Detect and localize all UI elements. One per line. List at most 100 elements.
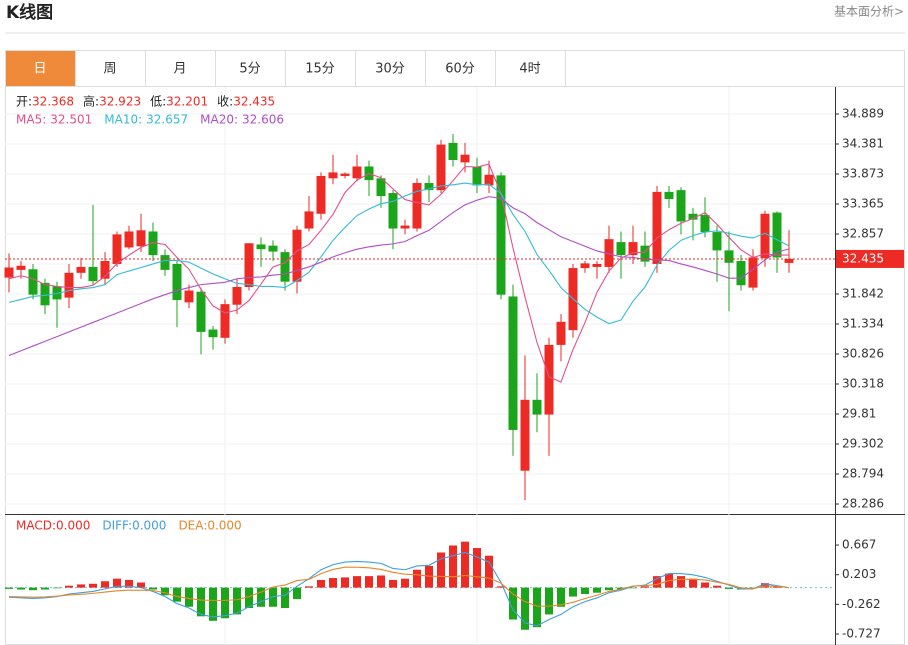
- candle-body: [88, 266, 98, 282]
- tab-label[interactable]: 月: [173, 62, 186, 77]
- candle-body: [316, 175, 326, 214]
- last-price-tag: [836, 249, 904, 268]
- candle-body: [208, 329, 218, 338]
- legend-text: 0.000: [56, 519, 90, 533]
- y-tick-label: 31.842: [842, 286, 884, 300]
- macd-bar: [365, 576, 373, 588]
- candle-body: [712, 232, 722, 251]
- legend-text: DIFF:: [102, 519, 132, 533]
- tab-label[interactable]: 60分: [445, 62, 475, 77]
- macd-bar: [341, 577, 349, 588]
- tab[interactable]: [285, 50, 356, 87]
- macd-bar: [293, 587, 301, 600]
- last-price-label: 32.435: [842, 251, 884, 265]
- macd-bar: [533, 587, 541, 628]
- candle-body: [592, 263, 602, 267]
- candle-body: [244, 243, 254, 288]
- candle-body: [388, 193, 398, 229]
- legend-text: 32.606: [242, 113, 284, 127]
- y-tick-label: 34.381: [842, 136, 884, 150]
- candle-body: [628, 242, 638, 256]
- macd-bar: [449, 545, 457, 588]
- candle-body: [760, 213, 770, 259]
- tab[interactable]: [145, 50, 216, 87]
- macd-bar: [701, 582, 709, 588]
- legend-text: 0.000: [132, 519, 166, 533]
- tab[interactable]: [5, 50, 76, 87]
- candle-body: [556, 321, 566, 345]
- page-title: K线图: [6, 2, 53, 23]
- candle-body: [400, 225, 410, 229]
- legend-text: MA10:: [104, 113, 142, 127]
- macd-bar: [413, 569, 421, 588]
- macd-bar: [773, 586, 781, 588]
- legend-text: 32.657: [146, 113, 188, 127]
- macd-bar: [377, 575, 385, 588]
- macd-bar: [425, 565, 433, 588]
- candle-body: [184, 290, 194, 303]
- y-tick-label: 31.334: [842, 316, 884, 330]
- candle-body: [52, 286, 62, 300]
- candle-body: [376, 178, 386, 197]
- macd-bar: [725, 587, 733, 589]
- y-tick-label: 34.889: [842, 106, 884, 120]
- macd-bar: [245, 587, 253, 609]
- macd-bar: [545, 587, 553, 615]
- tab-label[interactable]: 4时: [519, 62, 540, 77]
- candle-body: [484, 174, 494, 186]
- analysis-link[interactable]: 基本面分析>: [834, 5, 904, 19]
- macd-bar: [41, 587, 49, 590]
- legend-text: 低:: [150, 95, 166, 109]
- y-tick-label: -0.262: [842, 597, 881, 611]
- macd-bar: [269, 587, 277, 607]
- candle-body: [328, 172, 338, 179]
- legend-text: MA20:: [200, 113, 238, 127]
- macd-bar: [29, 587, 37, 591]
- tab-label[interactable]: 30分: [375, 62, 405, 77]
- candle-body: [220, 304, 230, 338]
- candle-body: [460, 154, 470, 163]
- tab-label[interactable]: 5分: [239, 62, 260, 77]
- tab[interactable]: [75, 50, 146, 87]
- tab-label[interactable]: 15分: [305, 62, 335, 77]
- macd-bar: [653, 576, 661, 588]
- macd-bar: [17, 587, 25, 590]
- macd-bar: [113, 578, 121, 588]
- tab-label[interactable]: 周: [103, 62, 116, 77]
- candle-body: [256, 244, 266, 250]
- tab-label[interactable]: 日: [33, 62, 46, 77]
- macd-bar: [461, 541, 469, 588]
- candle-body: [448, 142, 458, 161]
- ma-line: [8, 163, 790, 383]
- macd-bar: [125, 579, 133, 588]
- candle-body: [784, 258, 794, 263]
- y-tick-label: 29.81: [842, 406, 876, 420]
- candle-body: [544, 344, 554, 415]
- macd-bar: [173, 587, 181, 602]
- macd-bar: [629, 587, 637, 589]
- legend-text: MA5:: [16, 113, 46, 127]
- macd-bar: [689, 578, 697, 588]
- macd-bar: [137, 582, 145, 588]
- candle-body: [160, 255, 170, 270]
- candle-body: [580, 263, 590, 269]
- y-tick-label: 28.794: [842, 467, 884, 481]
- macd-bar: [305, 586, 313, 588]
- legend-text: 开:: [16, 95, 32, 109]
- legend-text: 32.923: [99, 95, 141, 109]
- candle-body: [724, 250, 734, 263]
- legend-text: 0.000: [207, 519, 241, 533]
- candle-body: [280, 252, 290, 282]
- macd-bar: [581, 587, 589, 594]
- candle-body: [652, 191, 662, 264]
- macd-bar: [437, 552, 445, 588]
- candle-body: [64, 272, 74, 298]
- tab[interactable]: [495, 50, 566, 87]
- y-tick-label: 30.318: [842, 376, 884, 390]
- candle-body: [604, 239, 614, 267]
- y-tick-label: 0.203: [842, 567, 876, 581]
- macd-bar: [161, 587, 169, 596]
- legend-text: 32.201: [166, 95, 208, 109]
